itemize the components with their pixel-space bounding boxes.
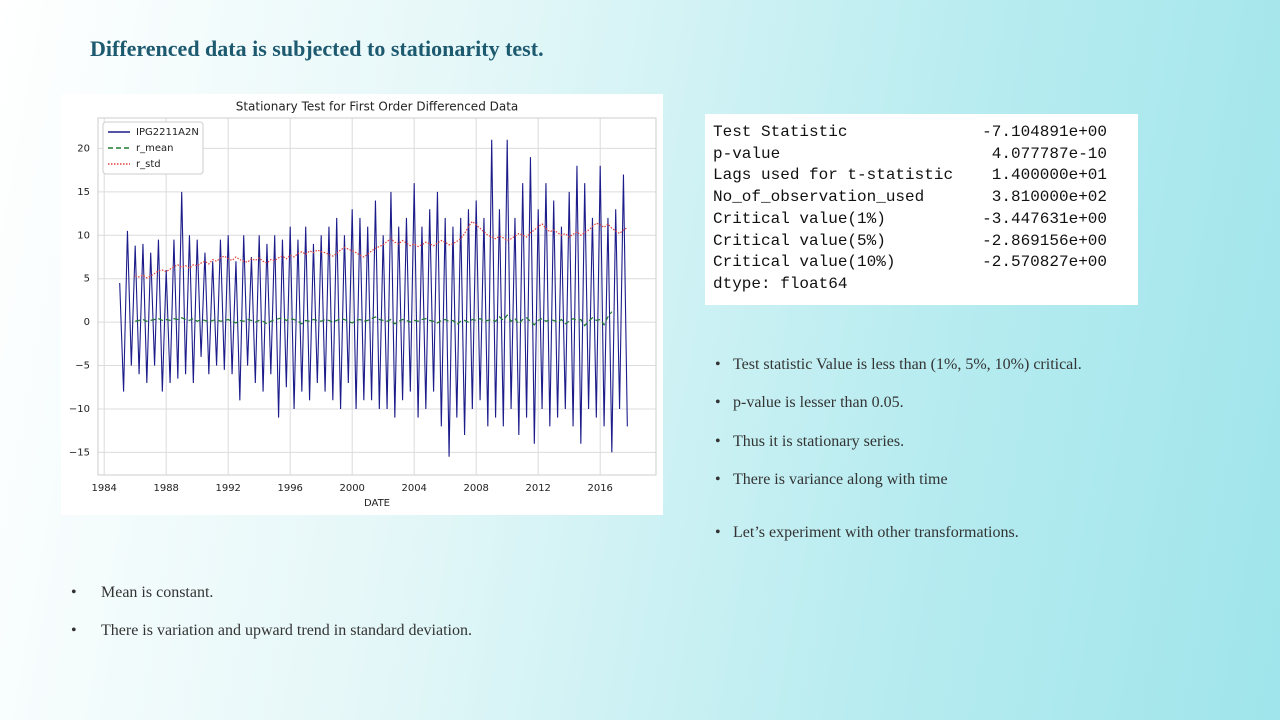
chart: Stationary Test for First Order Differen… bbox=[69, 100, 657, 509]
legend-label: r_std bbox=[136, 159, 161, 170]
x-tick-label: 2012 bbox=[525, 483, 550, 494]
table-row: Critical value(10%) -2.570827e+00 bbox=[713, 253, 1107, 275]
x-tick-label: 1992 bbox=[215, 483, 240, 494]
row-label: Critical value(10%) bbox=[713, 253, 896, 272]
row-label: Lags used for t-statistic bbox=[713, 166, 954, 185]
y-tick-label: −10 bbox=[69, 404, 90, 415]
bullet-item: Test statistic Value is less than (1%, 5… bbox=[715, 356, 1082, 374]
table-row: Test Statistic -7.104891e+00 bbox=[713, 123, 1107, 145]
y-tick-label: 15 bbox=[77, 187, 90, 198]
test-results: Test Statistic -7.104891e+00 p-value 4.0777… bbox=[705, 114, 1138, 305]
x-axis-label: DATE bbox=[364, 498, 390, 509]
row-value: -2.869156e+00 bbox=[982, 231, 1107, 250]
y-tick-label: 10 bbox=[77, 230, 90, 241]
slide-title: Differenced data is subjected to station… bbox=[90, 36, 544, 61]
table-row: Critical value(5%) -2.869156e+00 bbox=[713, 232, 1107, 254]
bullet-item: Thus it is stationary series. bbox=[715, 433, 904, 451]
table-footer: dtype: float64 bbox=[713, 274, 848, 293]
table-row: No_of_observation_used 3.810000e+02 bbox=[713, 188, 1107, 210]
row-value: -2.570827e+00 bbox=[982, 253, 1107, 272]
row-label: Critical value(5%) bbox=[713, 231, 886, 250]
data-line bbox=[135, 311, 613, 327]
x-tick-label: 2016 bbox=[587, 483, 612, 494]
row-label: p-value bbox=[713, 144, 781, 163]
chart-image: Stationary Test for First Order Differen… bbox=[61, 94, 663, 515]
legend: IPG2211A2N r_mean r_std bbox=[102, 121, 204, 175]
legend-box bbox=[102, 121, 204, 175]
row-value: 4.077787e-10 bbox=[991, 144, 1107, 163]
x-tick-label: 2004 bbox=[401, 483, 426, 494]
legend-label: r_mean bbox=[136, 143, 173, 154]
x-tick-label: 2000 bbox=[339, 483, 364, 494]
row-label: Test Statistic bbox=[713, 123, 848, 141]
table-row: p-value 4.077787e-10 bbox=[713, 145, 1107, 167]
x-tick-label: 2008 bbox=[463, 483, 488, 494]
row-value: 3.810000e+02 bbox=[991, 188, 1107, 207]
bullet-item: There is variation and upward trend in s… bbox=[71, 622, 472, 640]
bullet-item: p-value is lesser than 0.05. bbox=[715, 394, 904, 412]
table-row: Lags used for t-statistic 1.400000e+01 bbox=[713, 166, 1107, 188]
y-tick-label: −15 bbox=[69, 447, 90, 458]
table-row: Critical value(1%) -3.447631e+00 bbox=[713, 210, 1107, 232]
chart-title: Stationary Test for First Order Differen… bbox=[236, 100, 519, 114]
data-line bbox=[119, 139, 628, 457]
row-label: Critical value(1%) bbox=[713, 209, 886, 228]
bullet-item: Let’s experiment with other transformati… bbox=[715, 524, 1019, 542]
row-label: No_of_observation_used bbox=[713, 188, 925, 207]
x-tick-label: 1996 bbox=[277, 483, 302, 494]
x-tick-label: 1984 bbox=[91, 483, 116, 494]
row-value: -7.104891e+00 bbox=[982, 123, 1107, 141]
bullet-item: There is variance along with time bbox=[715, 471, 948, 489]
plot-frame bbox=[97, 117, 657, 476]
row-value: -3.447631e+00 bbox=[982, 209, 1107, 228]
y-tick-label: 0 bbox=[84, 317, 90, 328]
y-tick-label: 20 bbox=[77, 143, 90, 154]
bullet-item: Mean is constant. bbox=[71, 584, 214, 602]
data-line bbox=[135, 220, 628, 279]
row-value: 1.400000e+01 bbox=[991, 166, 1107, 185]
y-tick-label: 5 bbox=[84, 274, 90, 285]
y-tick-label: −5 bbox=[75, 361, 90, 372]
x-tick-label: 1988 bbox=[153, 483, 178, 494]
legend-label: IPG2211A2N bbox=[136, 127, 199, 138]
